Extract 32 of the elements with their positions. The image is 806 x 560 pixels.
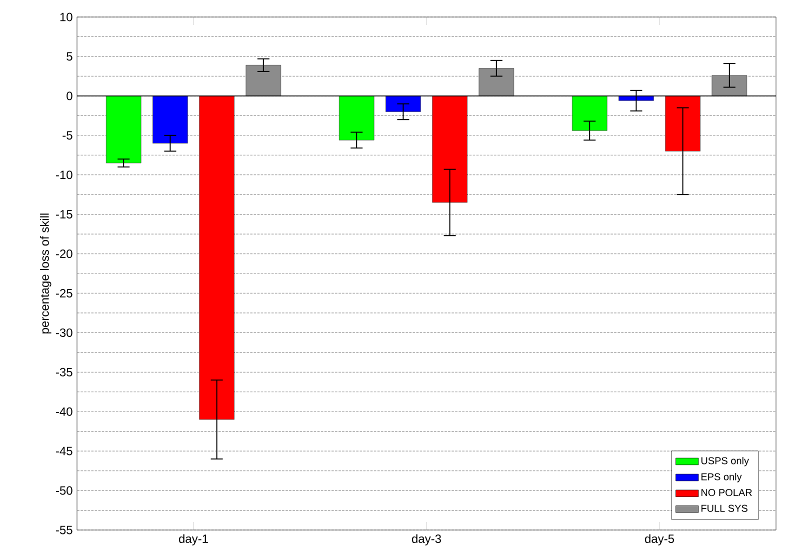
- bar: [338, 96, 374, 140]
- y-tick-label: -35: [56, 368, 72, 376]
- bar: [152, 96, 188, 144]
- y-tick-label: -25: [56, 288, 72, 298]
- bar: [386, 96, 421, 112]
- bar: [572, 96, 608, 131]
- y-tick-label: -10: [56, 170, 72, 180]
- x-tick-label: day-5: [644, 534, 674, 546]
- bar: [199, 96, 234, 420]
- y-tick-label: -30: [56, 328, 72, 337]
- bar: [478, 68, 514, 96]
- legend-label: FULL SYS: [701, 504, 748, 512]
- legend-label: USPS only: [701, 456, 749, 466]
- y-tick-label: -55: [56, 526, 72, 534]
- bar: [106, 96, 142, 164]
- y-tick-label: -5: [62, 131, 72, 140]
- x-tick-label: day-1: [178, 534, 208, 546]
- legend-label: NO POLAR: [701, 488, 752, 496]
- y-tick-label: 0: [66, 92, 72, 100]
- y-tick-label: 10: [60, 12, 72, 22]
- y-tick-label: 5: [66, 52, 72, 61]
- y-axis-title: percentage loss of skill: [40, 214, 52, 334]
- y-tick-label: -40: [56, 407, 72, 416]
- y-tick-label: -45: [56, 446, 72, 456]
- bar: [246, 64, 282, 96]
- x-tick-label: day-3: [412, 534, 441, 546]
- bar: [712, 75, 748, 96]
- y-tick-label: -20: [56, 250, 72, 258]
- legend-label: EPS only: [701, 472, 742, 482]
- y-tick-label: -15: [56, 210, 72, 219]
- bar: [432, 96, 468, 203]
- y-tick-label: -50: [56, 486, 72, 495]
